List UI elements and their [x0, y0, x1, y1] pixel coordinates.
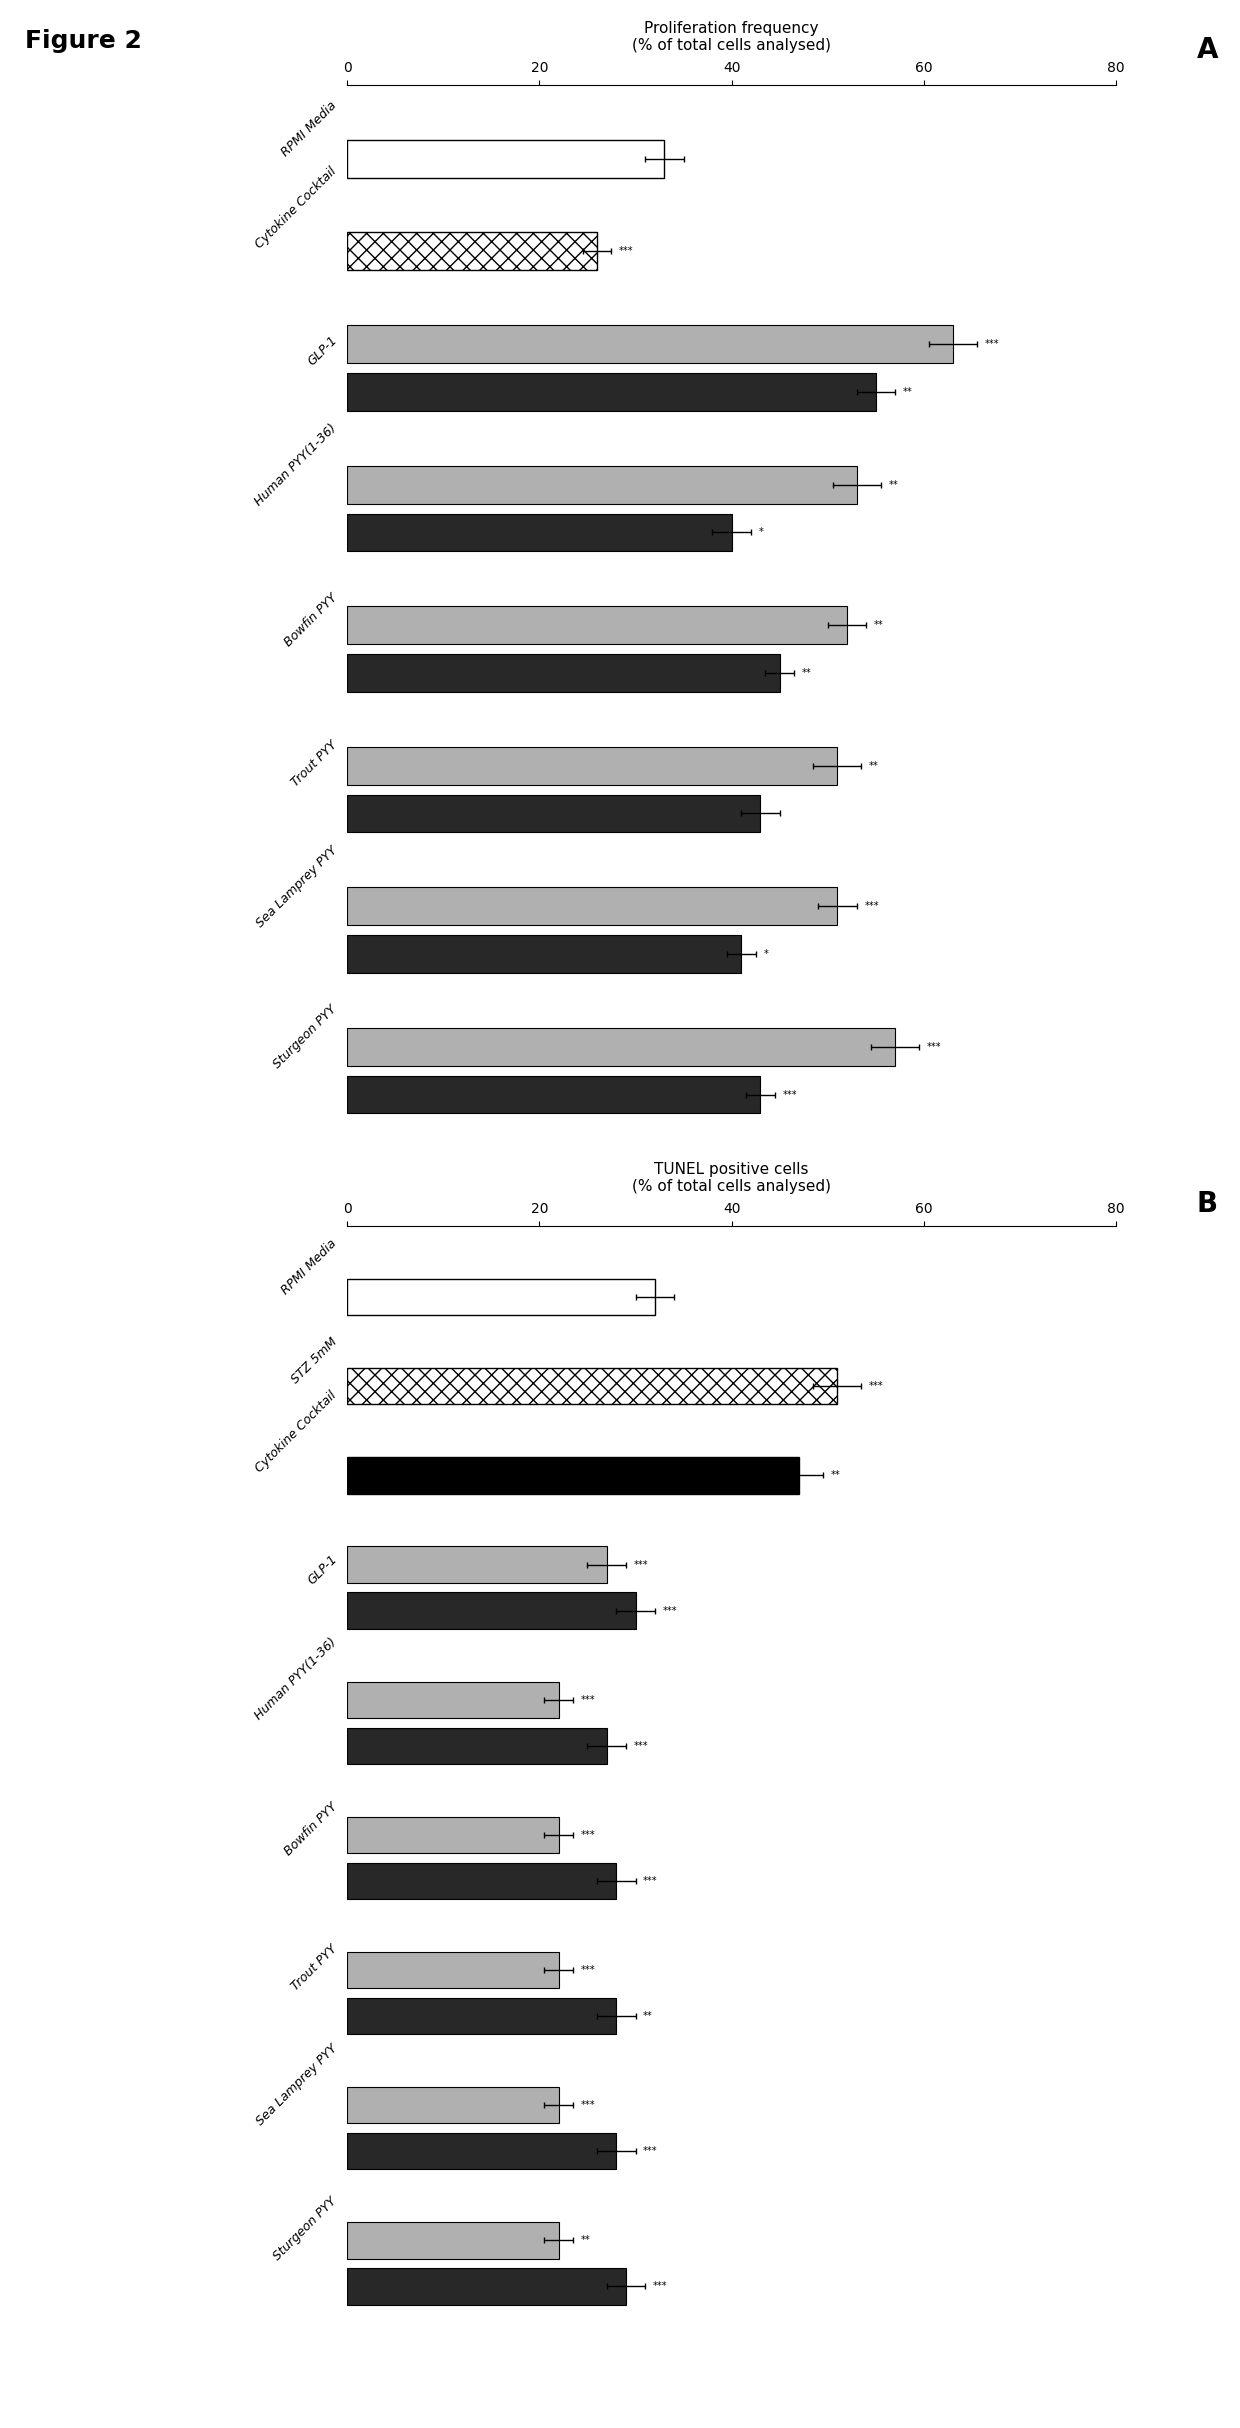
Text: ***: ***	[662, 1605, 677, 1615]
Text: ***: ***	[869, 1382, 884, 1391]
Text: ***: ***	[634, 1741, 649, 1751]
Bar	[347, 512, 732, 551]
Text: **: **	[644, 2010, 653, 2020]
Text: *: *	[764, 949, 769, 959]
Text: ***: ***	[644, 1877, 657, 1887]
Text: **: **	[831, 1471, 841, 1481]
Text: ***: ***	[619, 245, 634, 257]
Text: ***: ***	[580, 1695, 595, 1704]
Bar	[347, 1457, 799, 1493]
Title: TUNEL positive cells
(% of total cells analysed): TUNEL positive cells (% of total cells a…	[632, 1163, 831, 1195]
Text: ***: ***	[580, 2100, 595, 2110]
Text: ***: ***	[782, 1090, 797, 1100]
Text: **: **	[888, 481, 898, 490]
Bar	[347, 935, 742, 974]
Text: ***: ***	[580, 1831, 595, 1840]
Text: ***: ***	[652, 2282, 667, 2292]
Bar	[347, 748, 837, 784]
Bar	[347, 1367, 837, 1403]
Bar	[347, 1593, 635, 1629]
Bar	[347, 1280, 655, 1316]
Text: **: **	[580, 2236, 590, 2246]
Bar	[347, 233, 598, 270]
Text: B: B	[1197, 1190, 1218, 1219]
Text: **: **	[874, 619, 884, 631]
Bar	[347, 886, 837, 925]
Bar	[347, 2268, 626, 2304]
Text: ***: ***	[634, 1559, 649, 1568]
Bar	[347, 1027, 895, 1066]
Bar	[347, 794, 760, 833]
Bar	[347, 1547, 606, 1583]
Bar	[347, 1683, 558, 1719]
Text: ***: ***	[985, 340, 999, 350]
Bar	[347, 1729, 606, 1765]
Bar	[347, 1076, 760, 1114]
Text: **: **	[869, 760, 879, 770]
Bar	[347, 1816, 558, 1853]
Text: **: **	[802, 668, 811, 677]
Bar	[347, 607, 847, 643]
Text: ***: ***	[864, 901, 879, 910]
Text: *: *	[759, 527, 764, 537]
Bar	[347, 2134, 616, 2171]
Bar	[347, 653, 780, 692]
Text: Figure 2: Figure 2	[25, 29, 141, 53]
Text: ***: ***	[580, 1964, 595, 1974]
Text: **: **	[903, 386, 913, 396]
Bar	[347, 325, 952, 364]
Bar	[347, 2088, 558, 2124]
Text: A: A	[1197, 36, 1218, 66]
Text: ***: ***	[644, 2146, 657, 2156]
Text: ***: ***	[926, 1042, 941, 1051]
Bar	[347, 141, 665, 177]
Bar	[347, 1998, 616, 2035]
Bar	[347, 1862, 616, 1899]
Title: Proliferation frequency
(% of total cells analysed): Proliferation frequency (% of total cell…	[632, 22, 831, 53]
Bar	[347, 466, 857, 503]
Bar	[347, 1952, 558, 1989]
Bar	[347, 374, 875, 410]
Bar	[347, 2222, 558, 2258]
